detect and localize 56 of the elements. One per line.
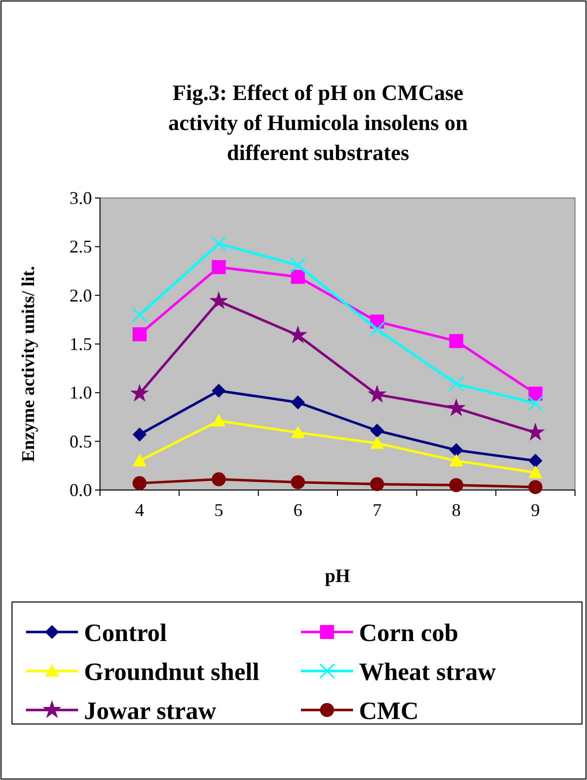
point: [290, 270, 305, 284]
point: [211, 236, 226, 252]
y-tick-label: 1.5: [70, 334, 92, 354]
x-tick-label: 4: [135, 500, 144, 520]
point: [212, 414, 226, 426]
point: [290, 395, 305, 410]
point: [212, 384, 226, 398]
y-tick-label: 3.0: [70, 188, 92, 208]
point: [370, 436, 384, 449]
y-tick-label: 0.0: [70, 480, 92, 500]
point: [290, 257, 306, 273]
point: [212, 472, 226, 486]
point: [448, 376, 464, 392]
x-tick-label: 9: [530, 500, 540, 520]
point: [446, 398, 466, 416]
point: [528, 454, 542, 468]
point: [528, 480, 542, 494]
point: [130, 384, 149, 402]
point: [449, 334, 464, 348]
point: [528, 386, 542, 401]
y-tick-label: 1.0: [70, 382, 92, 403]
point: [370, 477, 384, 492]
legend-label: Groundnut shell: [84, 659, 260, 686]
legend-label: CMC: [359, 698, 419, 725]
point: [288, 325, 308, 344]
point: [212, 260, 226, 274]
y-tick-label: 2.5: [70, 236, 92, 257]
point: [449, 443, 464, 458]
point: [209, 291, 228, 310]
legend-label: Control: [84, 620, 167, 647]
point: [449, 454, 464, 466]
x-tick-label: 6: [293, 500, 302, 520]
chart-title: Fig.3: Effect of pH on CMCase activity of Humicola insolens on different substrates: [168, 80, 468, 165]
point: [370, 424, 384, 438]
point: [290, 426, 305, 438]
x-tick-label: 8: [452, 500, 461, 520]
legend-label: Wheat straw: [359, 659, 496, 686]
point: [132, 476, 147, 490]
x-tick-label: 5: [214, 500, 224, 520]
y-axis-title: Enzyme activity units/ lit.: [18, 266, 38, 462]
y-tick-label: 2.0: [70, 285, 92, 306]
point: [528, 465, 542, 478]
x-tick-label: 7: [372, 500, 382, 520]
point: [132, 307, 148, 323]
point: [449, 478, 464, 492]
point: [132, 454, 147, 466]
point: [132, 428, 147, 442]
legend-label: Corn cob: [359, 620, 458, 647]
point: [132, 327, 147, 342]
point: [368, 384, 386, 403]
x-axis-title: pH: [324, 566, 350, 587]
point: [528, 396, 544, 412]
legend-label: Jowar straw: [84, 698, 216, 725]
point: [369, 322, 385, 338]
y-tick-label: 0.5: [70, 431, 92, 452]
point: [290, 475, 305, 490]
